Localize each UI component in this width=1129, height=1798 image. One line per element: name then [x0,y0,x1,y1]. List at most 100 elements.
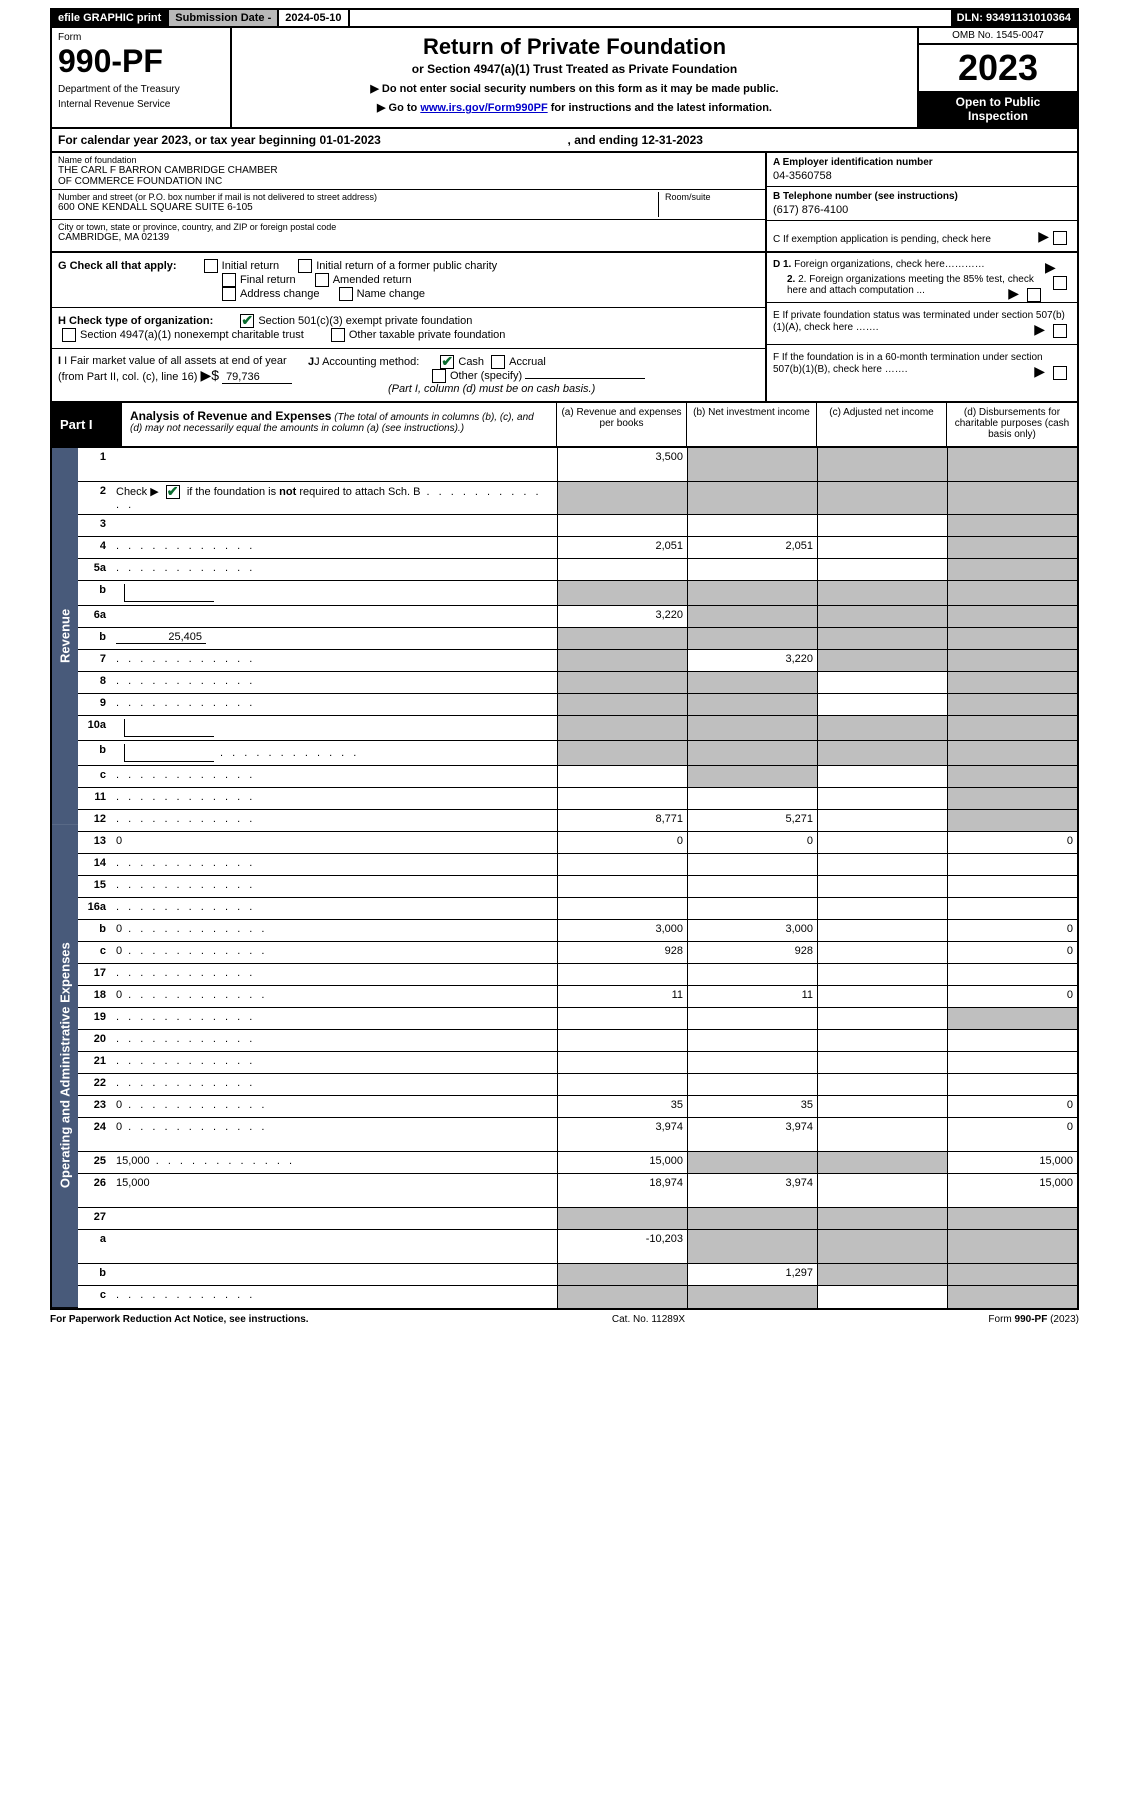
table-row: 2615,00018,9743,97415,000 [78,1174,1077,1208]
header-mid: Return of Private Foundation or Section … [232,28,917,127]
line-description [112,1074,557,1095]
schb-checkbox[interactable] [166,485,180,499]
e-checkbox[interactable] [1053,324,1067,338]
line-number: 21 [78,1052,112,1073]
part-desc: Analysis of Revenue and Expenses (The to… [122,403,557,446]
vertical-labels: Revenue Operating and Administrative Exp… [52,448,78,1308]
line-number: 2 [78,482,112,514]
cell-a: 3,220 [557,606,687,627]
h-501c3-checkbox[interactable] [240,314,254,328]
table-row: b [78,741,1077,766]
cell-c [817,1052,947,1073]
cell-a [557,741,687,765]
cell-c [817,581,947,605]
fmv-value: 79,736 [222,371,292,384]
city-label: City or town, state or province, country… [58,222,759,232]
cell-b [687,559,817,580]
section-i: I I Fair market value of all assets at e… [52,349,765,401]
j-accrual-checkbox[interactable] [491,355,505,369]
line-number: 22 [78,1074,112,1095]
g-final-checkbox[interactable] [222,273,236,287]
j-other-checkbox[interactable] [432,369,446,383]
cell-c [817,650,947,671]
city: CAMBRIDGE, MA 02139 [58,232,759,243]
line-number: 12 [78,810,112,831]
cell-b [687,1152,817,1173]
d1-checkbox[interactable] [1053,276,1067,290]
table-row: 128,7715,271 [78,810,1077,832]
cell-a: 8,771 [557,810,687,831]
cell-b [687,898,817,919]
line-description [112,964,557,985]
cell-a [557,1286,687,1308]
entity-right: A Employer identification number 04-3560… [767,153,1077,251]
h-4947-checkbox[interactable] [62,328,76,342]
cell-b: 0 [687,832,817,853]
line-description [112,1264,557,1285]
cell-c [817,672,947,693]
cell-b: 928 [687,942,817,963]
topbar: efile GRAPHIC print Submission Date - 20… [50,8,1079,28]
cell-c [817,986,947,1007]
footer-form: Form 990-PF (2023) [988,1314,1079,1325]
cell-a: 15,000 [557,1152,687,1173]
cell-b [687,1286,817,1308]
cell-c [817,854,947,875]
cell-c [817,448,947,481]
h-other-checkbox[interactable] [331,328,345,342]
cell-d: 0 [947,942,1077,963]
cell-a: 3,974 [557,1118,687,1151]
g-initial-checkbox[interactable] [204,259,218,273]
f-checkbox[interactable] [1053,366,1067,380]
line-number: 9 [78,694,112,715]
col-a-header: (a) Revenue and expenses per books [557,403,687,446]
cell-c [817,1230,947,1263]
cell-b [687,741,817,765]
cell-c [817,1174,947,1207]
cell-d [947,741,1077,765]
line-number: c [78,1286,112,1308]
cell-b [687,1074,817,1095]
cell-c [817,788,947,809]
cell-a: 35 [557,1096,687,1117]
g-amended-checkbox[interactable] [315,273,329,287]
line-number: 11 [78,788,112,809]
line-description: Check ▶ if the foundation is not require… [112,482,557,514]
header-left: Form 990-PF Department of the Treasury I… [52,28,232,127]
cell-d [947,448,1077,481]
section-h: H Check type of organization: Section 50… [52,308,765,349]
line-number: 25 [78,1152,112,1173]
g-name-checkbox[interactable] [339,287,353,301]
g-initial-former-checkbox[interactable] [298,259,312,273]
cell-b: 11 [687,986,817,1007]
page-footer: For Paperwork Reduction Act Notice, see … [50,1310,1079,1325]
table-row: 73,220 [78,650,1077,672]
line-description: 0 [112,942,557,963]
cell-a [557,515,687,536]
cell-b [687,788,817,809]
table-row: 11 [78,788,1077,810]
grid-body: 13,5002Check ▶ if the foundation is not … [78,448,1077,1308]
col-d-header: (d) Disbursements for charitable purpose… [947,403,1077,446]
line-number: c [78,766,112,787]
part1-grid: Revenue Operating and Administrative Exp… [50,448,1079,1310]
arrow-icon: ▶ [1008,285,1019,301]
pending-checkbox[interactable] [1053,231,1067,245]
line-description [112,854,557,875]
cell-d [947,854,1077,875]
dln: DLN: 93491131010364 [951,10,1077,26]
cell-d [947,898,1077,919]
g-address-checkbox[interactable] [222,287,236,301]
line-description [112,537,557,558]
cell-d [947,559,1077,580]
j-cash-checkbox[interactable] [440,355,454,369]
cell-c [817,832,947,853]
dept-treasury: Department of the Treasury [58,84,224,95]
cell-d [947,1264,1077,1285]
line-description [112,672,557,693]
table-row: c [78,766,1077,788]
d2-checkbox[interactable] [1027,288,1041,302]
instr-ssn: ▶ Do not enter social security numbers o… [242,82,907,95]
irs-link[interactable]: www.irs.gov/Form990PF [420,102,547,114]
table-row: 2515,00015,00015,000 [78,1152,1077,1174]
